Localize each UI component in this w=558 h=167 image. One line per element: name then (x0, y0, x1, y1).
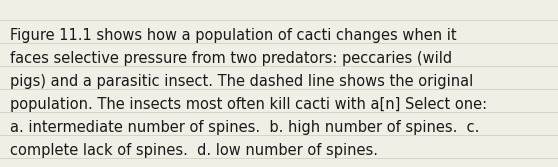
Text: population. The insects most often kill cacti with a[n] Select one:: population. The insects most often kill … (10, 97, 487, 112)
Text: a. intermediate number of spines.  b. high number of spines.  c.: a. intermediate number of spines. b. hig… (10, 120, 479, 135)
Text: complete lack of spines.  d. low number of spines.: complete lack of spines. d. low number o… (10, 143, 378, 158)
Text: pigs) and a parasitic insect. The dashed line shows the original: pigs) and a parasitic insect. The dashed… (10, 74, 473, 89)
Text: faces selective pressure from two predators: peccaries (wild: faces selective pressure from two predat… (10, 51, 452, 66)
Text: Figure 11.1 shows how a population of cacti changes when it: Figure 11.1 shows how a population of ca… (10, 28, 456, 43)
